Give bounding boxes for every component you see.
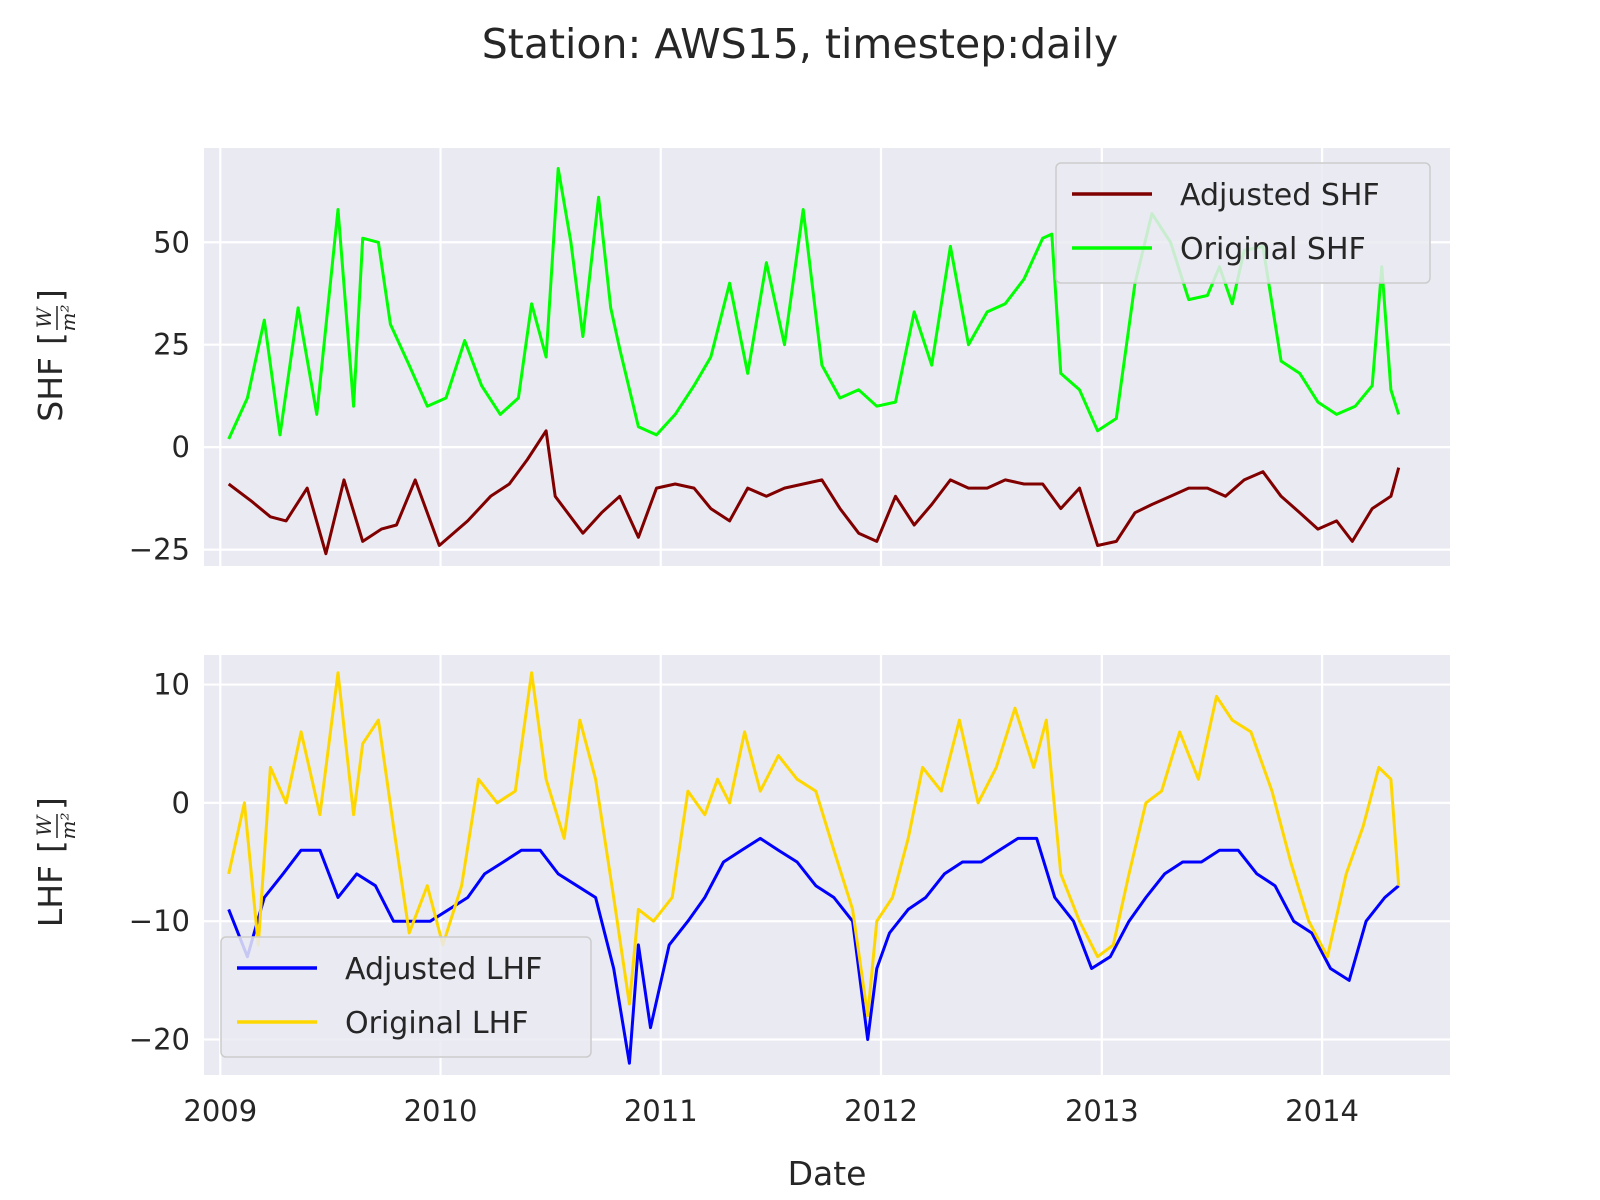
shf-y-tick-label: −25	[129, 533, 190, 567]
lhf-series-line-adjusted	[227, 836, 1400, 1065]
shf-y-axis-bracket-close: ]	[31, 289, 70, 302]
lhf-legend-label: Original LHF	[345, 1006, 528, 1041]
shf-y-axis-label: SHF [ W m² ]	[31, 289, 80, 422]
lhf-legend-label: Adjusted LHF	[345, 952, 542, 987]
shf-y-tick-label: 50	[153, 225, 190, 259]
lhf-y-tick-label: 10	[153, 668, 190, 702]
x-tick-label: 2012	[844, 1094, 918, 1128]
shf-legend-label: Adjusted SHF	[1180, 178, 1380, 213]
shf-y-unit-denominator: m²	[56, 305, 80, 332]
shf-legend: Adjusted SHF Original SHF	[1055, 162, 1431, 284]
lhf-y-tick-label: −20	[129, 1023, 190, 1057]
shf-legend-label: Original SHF	[1180, 232, 1366, 267]
shf-y-axis-bracket-open: [	[31, 332, 70, 345]
shf-y-unit-numerator: W	[32, 306, 56, 328]
shf-panel: 50 25 0 −25 SHF [ W m² ] Adjusted SHF Origin…	[31, 148, 1450, 567]
shf-y-tick-label: 25	[153, 328, 190, 362]
x-tick-label: 2014	[1285, 1094, 1359, 1128]
lhf-y-tick-label: −10	[129, 904, 190, 938]
x-tick-label: 2013	[1065, 1094, 1139, 1128]
lhf-y-axis-bracket-close: ]	[31, 797, 70, 810]
chart-title: Station: AWS15, timestep:daily	[482, 20, 1119, 68]
shf-y-tick-label: 0	[172, 430, 190, 464]
lhf-y-tick-label: 0	[172, 786, 190, 820]
x-tick-label: 2009	[183, 1094, 257, 1128]
lhf-y-axis-title: LHF	[31, 865, 70, 927]
lhf-y-axis-label: LHF [ W m² ]	[31, 797, 80, 927]
shf-series-line-adjusted	[227, 429, 1401, 556]
lhf-series-line-original	[227, 671, 1401, 1018]
x-tick-label: 2010	[404, 1094, 478, 1128]
x-tick-label: 2011	[624, 1094, 698, 1128]
lhf-y-unit-denominator: m²	[56, 813, 80, 840]
lhf-legend: Adjusted LHF Original LHF	[220, 936, 592, 1058]
shf-y-axis-title: SHF	[31, 357, 70, 422]
x-axis-title: Date	[788, 1154, 867, 1193]
lhf-y-unit-numerator: W	[32, 814, 56, 836]
lhf-panel: 10 0 −10 −20 LHF [ W m² ] Adjusted LHF Origi…	[31, 655, 1450, 1128]
lhf-y-axis-bracket-open: [	[31, 840, 70, 853]
